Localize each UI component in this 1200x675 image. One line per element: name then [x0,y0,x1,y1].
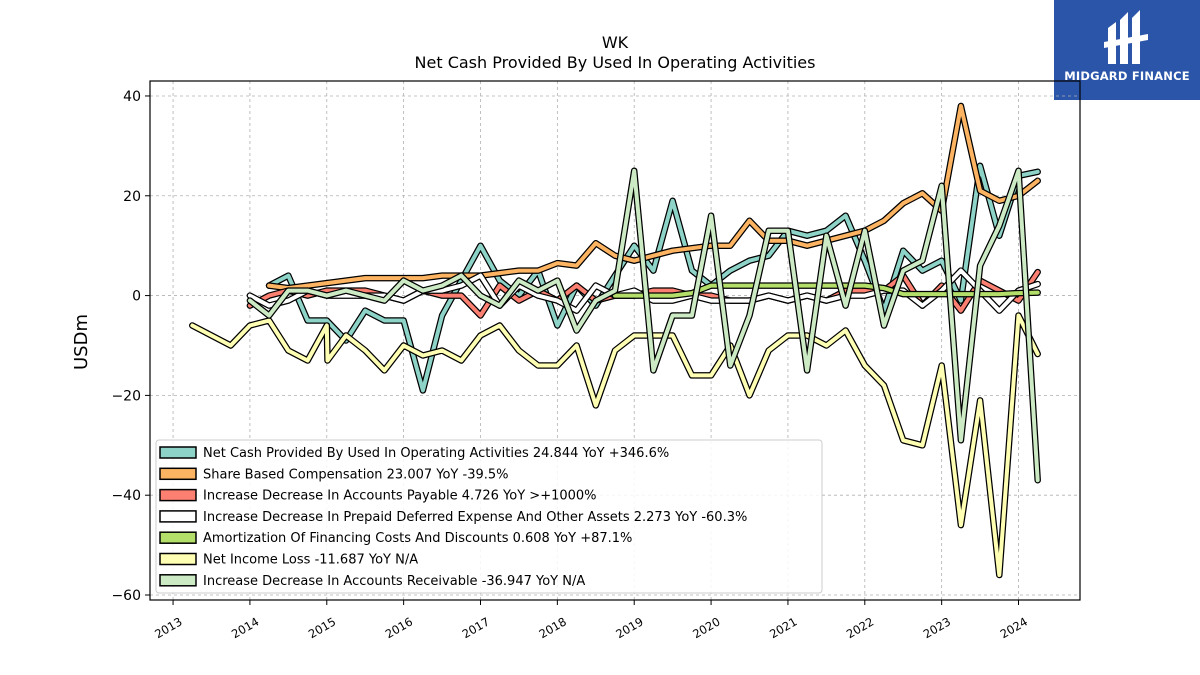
y-axis-label: USDm [71,314,92,370]
x-tick-label: 2024 [998,614,1030,641]
legend: Net Cash Provided By Used In Operating A… [155,439,823,594]
x-tick-label: 2017 [460,614,492,641]
legend-swatch [159,531,197,544]
series-6 [189,312,1041,579]
brand-logo: MIDGARD FINANCE [1054,0,1200,100]
series-line [247,168,1040,483]
chart-title: WK [602,33,629,52]
series-2 [265,102,1041,292]
y-tick-label: 40 [123,89,141,105]
y-tick-label: 20 [123,189,141,205]
legend-label: Net Cash Provided By Used In Operating A… [203,446,669,461]
x-tick-label: 2020 [690,614,722,641]
series-layer [189,102,1041,579]
x-tick-label: 2018 [536,614,568,641]
legend-swatch [159,488,197,502]
legend-swatch [159,552,197,566]
x-tick-label: 2015 [306,614,338,641]
x-tick-label: 2023 [921,614,953,641]
y-tick-label: −60 [111,588,141,604]
legend-label: Increase Decrease In Accounts Payable 4.… [203,489,597,504]
series-line [267,163,1040,393]
legend-label: Amortization Of Financing Costs And Disc… [203,531,632,546]
plot-frame [149,80,1081,601]
legend-label: Increase Decrease In Prepaid Deferred Ex… [203,510,747,525]
series-7 [246,167,1041,484]
x-tick-label: 2016 [383,614,415,641]
series-line [190,313,1040,577]
legend-label: Net Income Loss -11.687 YoY N/A [203,553,418,568]
brand-name: MIDGARD FINANCE [1064,69,1190,83]
series-1 [265,162,1041,394]
legend-label: Share Based Compensation 23.007 YoY -39.… [203,467,509,482]
legend-swatch [159,446,197,459]
legend-swatch [159,467,197,481]
x-tick-label: 2014 [229,614,261,641]
y-tick-label: 0 [132,289,141,305]
y-tick-label: −20 [111,388,141,404]
x-tick-label: 2021 [767,614,799,641]
legend-label: Increase Decrease In Accounts Receivable… [203,574,585,589]
chart-subtitle: Net Cash Provided By Used In Operating A… [415,53,816,72]
x-tick-label: 2019 [613,614,645,641]
x-tick-label: 2022 [844,614,876,641]
series-5 [611,282,1041,299]
legend-swatch [159,510,197,523]
legend-box [155,439,823,594]
series-line [613,283,1040,298]
legend-swatch [159,574,197,587]
y-tick-label: −40 [111,488,141,504]
midgard-logo-mark [1104,10,1148,64]
series-line-outline [246,167,1041,484]
series-line [267,104,1040,291]
x-tick-label: 2013 [152,614,184,641]
